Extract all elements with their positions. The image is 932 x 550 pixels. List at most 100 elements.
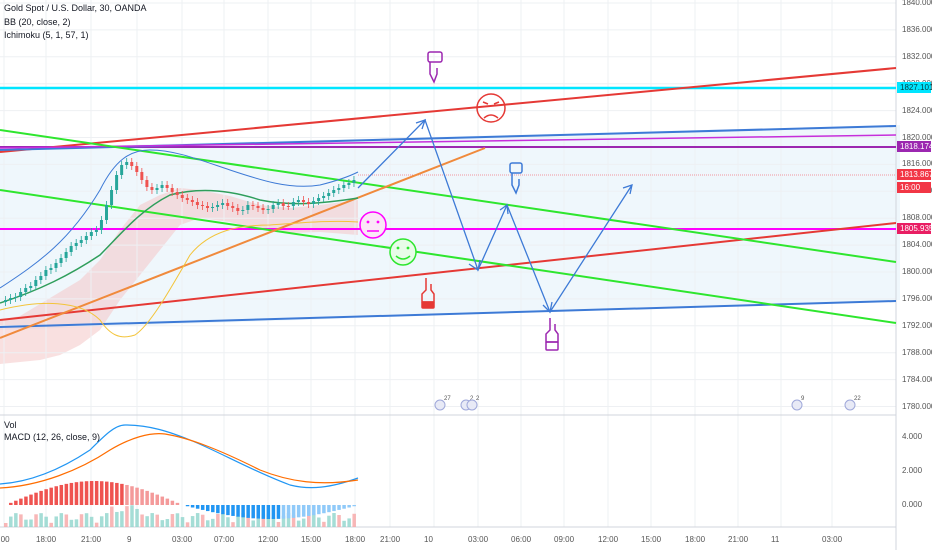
candle[interactable] [39, 276, 43, 280]
volume-bar [286, 513, 291, 527]
candle[interactable] [195, 202, 199, 205]
candle[interactable] [170, 188, 174, 192]
candle[interactable] [14, 297, 18, 298]
candle[interactable] [337, 188, 341, 190]
orange-trendline[interactable] [0, 147, 486, 339]
candle[interactable] [69, 246, 73, 252]
candle[interactable] [312, 201, 316, 204]
candle[interactable] [206, 206, 209, 208]
candle[interactable] [221, 203, 225, 205]
event-marker[interactable] [844, 399, 856, 411]
candle[interactable] [130, 162, 134, 166]
macd-line [0, 424, 359, 489]
candle[interactable] [291, 202, 295, 206]
candle[interactable] [64, 252, 68, 258]
macd-histogram-bar [256, 505, 260, 519]
candle[interactable] [99, 220, 103, 230]
macd-tick: 0.000 [902, 500, 923, 509]
volume-bar [301, 518, 306, 527]
volume-bar [271, 517, 276, 527]
candle[interactable] [211, 207, 215, 208]
candle[interactable] [342, 185, 346, 188]
candle[interactable] [110, 190, 114, 205]
candle[interactable] [236, 208, 240, 211]
vol-indicator-label[interactable]: Vol [4, 420, 17, 430]
candle[interactable] [175, 192, 179, 195]
candle[interactable] [155, 188, 159, 190]
candle[interactable] [4, 300, 7, 302]
candle[interactable] [352, 180, 356, 183]
volume-bar [312, 513, 316, 527]
candle[interactable] [9, 298, 13, 300]
candle[interactable] [231, 206, 235, 208]
forecast-path[interactable] [357, 118, 633, 314]
ichimoku-indicator-label[interactable]: Ichimoku (5, 1, 57, 1) [4, 30, 89, 40]
candle[interactable] [94, 230, 98, 232]
candle[interactable] [256, 206, 260, 208]
candle[interactable] [150, 187, 154, 190]
candle[interactable] [89, 232, 93, 236]
candle[interactable] [286, 206, 290, 207]
candle[interactable] [246, 205, 250, 210]
candle[interactable] [332, 190, 336, 193]
candle[interactable] [276, 203, 280, 205]
candle[interactable] [160, 185, 164, 188]
candle[interactable] [79, 240, 83, 243]
candle[interactable] [301, 200, 305, 202]
candle[interactable] [140, 172, 144, 180]
green-trendline-upper[interactable] [0, 129, 897, 263]
bb-indicator-label[interactable]: BB (20, close, 2) [4, 17, 71, 27]
candle[interactable] [226, 203, 230, 206]
candle[interactable] [19, 292, 23, 297]
candle[interactable] [125, 162, 129, 165]
volume-bar [170, 514, 175, 527]
event-marker[interactable] [434, 399, 446, 411]
candle[interactable] [322, 196, 326, 198]
event-marker[interactable] [466, 399, 478, 411]
candle[interactable] [251, 205, 255, 206]
candle[interactable] [327, 193, 331, 196]
volume-bar [296, 520, 301, 527]
candle[interactable] [120, 165, 124, 175]
candle[interactable] [266, 209, 270, 210]
candle[interactable] [34, 280, 38, 286]
candle[interactable] [296, 200, 300, 202]
candle[interactable] [145, 180, 149, 187]
candle[interactable] [135, 166, 139, 172]
candle[interactable] [347, 183, 351, 185]
candle[interactable] [200, 205, 204, 206]
candle[interactable] [261, 208, 265, 210]
candle[interactable] [241, 210, 245, 211]
volume-bar [54, 516, 58, 527]
candle[interactable] [115, 175, 119, 190]
macd-histogram-bar [281, 505, 286, 519]
green-trendline-lower[interactable] [0, 189, 897, 324]
macd-histogram-bar [352, 505, 356, 507]
candle[interactable] [307, 202, 310, 204]
candle[interactable] [180, 195, 184, 198]
candle[interactable] [190, 200, 194, 202]
candle[interactable] [29, 286, 33, 288]
candle[interactable] [271, 205, 275, 209]
candle[interactable] [165, 185, 169, 188]
candle[interactable] [74, 243, 78, 246]
candle[interactable] [216, 205, 220, 207]
volume-bar [44, 516, 48, 527]
candle[interactable] [185, 198, 189, 200]
candle[interactable] [84, 236, 88, 240]
candle[interactable] [54, 263, 58, 268]
candle[interactable] [44, 270, 48, 276]
blue-trendline-lower[interactable] [0, 300, 897, 328]
candle[interactable] [49, 268, 53, 270]
event-marker[interactable] [791, 399, 803, 411]
candle[interactable] [59, 258, 63, 263]
candle[interactable] [105, 205, 108, 220]
red-trendline-upper[interactable] [0, 67, 897, 153]
candle[interactable] [281, 203, 285, 206]
candle[interactable] [317, 198, 321, 201]
macd-indicator-label[interactable]: MACD (12, 26, close, 9) [4, 432, 101, 442]
price-tick: 1804.000 [902, 240, 932, 250]
purple-trendline[interactable] [0, 134, 897, 149]
candle[interactable] [24, 288, 28, 292]
